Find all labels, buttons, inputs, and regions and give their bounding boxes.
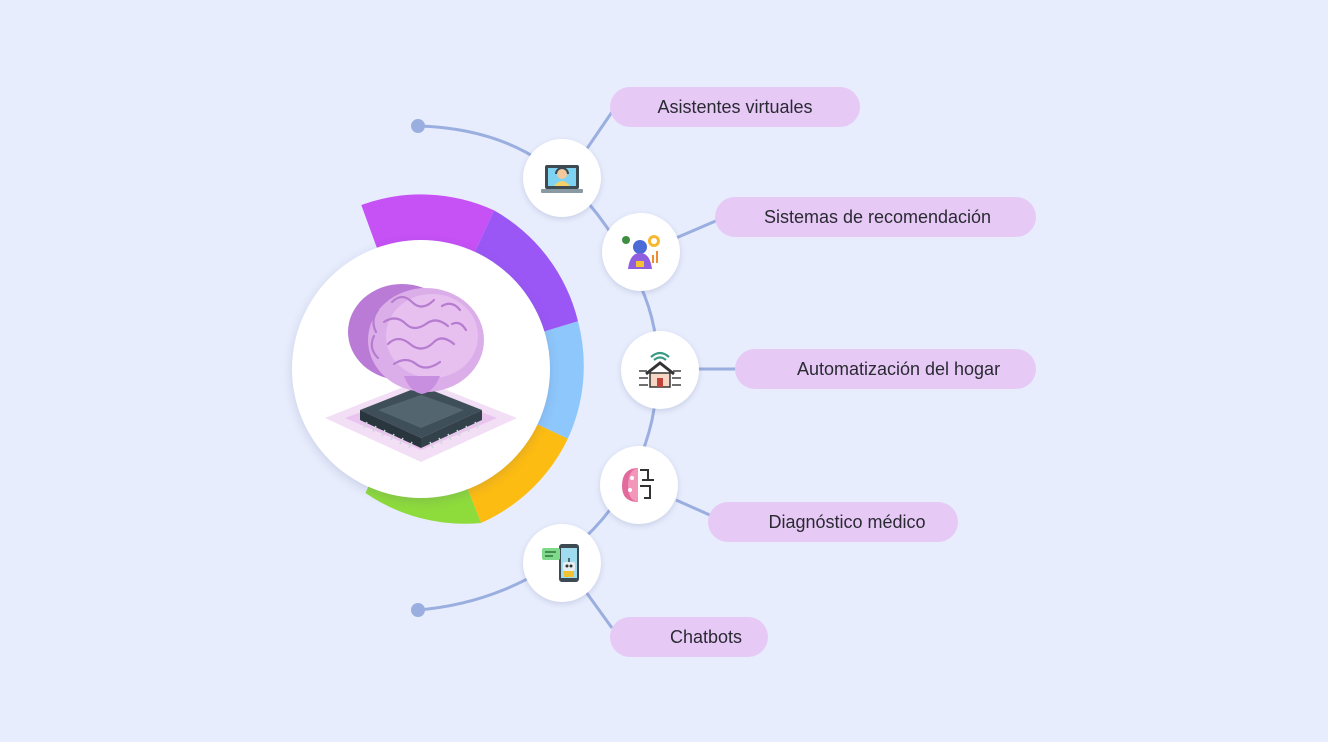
node-asistentes-virtuales xyxy=(523,139,601,217)
label-asistentes-virtuales: Asistentes virtuales xyxy=(657,96,813,117)
pill-diagnostico-medico: Diagnóstico médico xyxy=(708,502,958,542)
label-chatbots: Chatbots xyxy=(669,626,743,647)
label-diagnostico-medico: Diagnóstico médico xyxy=(768,511,926,532)
node-chatbots xyxy=(523,524,601,602)
ring-segment-2 xyxy=(471,210,578,336)
pill-sistemas-de-recomendacion: Sistemas de recomendación xyxy=(715,197,1036,237)
node-automatizacion-del-hogar xyxy=(621,331,699,409)
hub-circle xyxy=(292,240,550,498)
spokes xyxy=(584,111,738,629)
ring-segment-4 xyxy=(462,417,568,523)
label-sistemas-de-recomendacion: Sistemas de recomendación xyxy=(763,206,992,227)
label-automatizacion-del-hogar: Automatización del hogar xyxy=(796,358,1001,379)
spoke-1 xyxy=(584,111,614,151)
pill-automatizacion-del-hogar: Automatización del hogar xyxy=(735,349,1036,389)
pill-asistentes-virtuales: Asistentes virtuales xyxy=(610,87,860,127)
recommendation-robot-icon xyxy=(622,235,660,269)
arc-endpoint-top xyxy=(411,119,425,133)
smart-home-icon xyxy=(639,351,681,388)
node-diagnostico-medico xyxy=(600,446,678,524)
chatbot-phone-icon xyxy=(542,544,579,582)
spoke-2 xyxy=(675,218,719,240)
arc-endpoint-bottom xyxy=(411,603,425,617)
spoke-4 xyxy=(675,498,713,518)
ai-brain-chip-icon xyxy=(325,284,517,462)
spoke-5 xyxy=(584,591,614,629)
pill-chatbots: Chatbots xyxy=(610,617,768,657)
virtual-assistant-laptop-icon xyxy=(541,165,583,193)
node-sistemas-de-recomendacion xyxy=(602,213,680,291)
medical-brain-circuit-icon xyxy=(622,468,654,502)
